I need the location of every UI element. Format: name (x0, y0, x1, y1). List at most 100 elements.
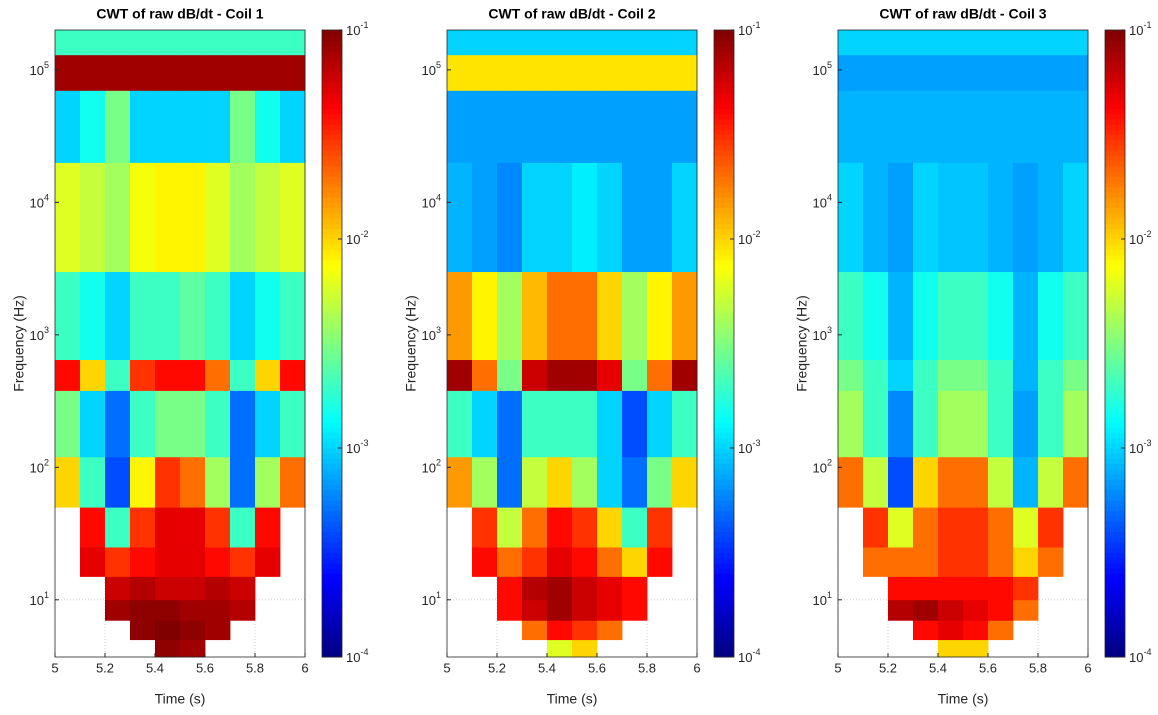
heatmap-cell (130, 599, 156, 621)
heatmap-cell (105, 507, 131, 548)
colorbar-strip (1105, 239, 1125, 245)
colorbar-strip (714, 338, 734, 344)
colorbar-strip (1105, 526, 1125, 533)
heatmap-cell (863, 90, 889, 163)
colorbar-strip (1105, 609, 1125, 616)
colorbar-strip (322, 306, 342, 313)
colorbar-strip (714, 97, 734, 104)
colorbar-strip (322, 385, 342, 392)
heatmap-cell (938, 456, 964, 508)
heatmap-cell (522, 271, 548, 361)
colorbar-strip (1105, 71, 1125, 78)
heatmap-cell (155, 54, 181, 91)
heatmap-cell (105, 271, 131, 361)
colorbar-strip (322, 150, 342, 156)
colorbar-strip (714, 369, 734, 376)
colorbar-tick-label-exponent: -3 (752, 438, 760, 448)
heatmap-cell (497, 30, 523, 56)
heatmap-cell (913, 359, 939, 391)
colorbar-strip (1105, 453, 1125, 459)
colorbar-strip (714, 50, 734, 57)
colorbar-strip (1105, 442, 1125, 449)
heatmap-cell (597, 576, 623, 601)
heatmap-cell (447, 390, 473, 458)
colorbar-strip (714, 416, 734, 423)
heatmap-cell (497, 507, 523, 548)
colorbar-strip (322, 61, 342, 68)
heatmap-cell (938, 359, 964, 391)
colorbar-strip (322, 296, 342, 303)
colorbar-strip (714, 442, 734, 449)
heatmap-cell (497, 547, 523, 577)
heatmap-cell (547, 547, 573, 577)
colorbar-strip (322, 630, 342, 637)
heatmap-cell (622, 390, 648, 458)
heatmap-cell (130, 620, 156, 641)
x-tick-label: 5.6 (196, 660, 214, 675)
y-tick-label-base: 10 (813, 461, 827, 476)
colorbar-strip (714, 343, 734, 350)
heatmap-cell (1063, 456, 1089, 508)
colorbar-strip (1105, 275, 1125, 282)
heatmap-cell (963, 54, 989, 91)
colorbar-strip (322, 500, 342, 506)
heatmap-cell (597, 620, 623, 641)
heatmap-cell (572, 390, 598, 458)
colorbar-strip (714, 609, 734, 616)
colorbar-strip (1105, 500, 1125, 506)
colorbar-strip (322, 327, 342, 334)
colorbar-strip (322, 144, 342, 151)
heatmap-cell (155, 547, 181, 577)
heatmap-cell (672, 90, 698, 163)
heatmap-cell (838, 359, 864, 391)
y-tick-label-exponent: 1 (827, 590, 832, 600)
x-tick-label: 5 (51, 660, 58, 675)
y-tick-label: 105 (30, 60, 49, 78)
heatmap-cell (105, 390, 131, 458)
colorbar-strip (714, 411, 734, 418)
heatmap-cell (963, 359, 989, 391)
colorbar-strip (322, 233, 342, 240)
x-tick-label: 5.4 (538, 660, 556, 675)
colorbar-strip (322, 301, 342, 308)
colorbar-strip (322, 448, 342, 454)
heatmap-cell (130, 547, 156, 577)
heatmap-cell (55, 271, 81, 361)
colorbar-strip (714, 589, 734, 595)
colorbar-strip (322, 118, 342, 125)
y-tick-label-base: 10 (30, 196, 44, 211)
heatmap-cell (497, 599, 523, 621)
heatmap-cell (280, 30, 306, 56)
heatmap-cell (1038, 547, 1064, 577)
heatmap-cell (205, 620, 231, 641)
heatmap-cell (1013, 390, 1039, 458)
colorbar-strip (322, 186, 342, 193)
heatmap-cell (938, 620, 964, 641)
heatmap-cell (647, 547, 673, 577)
colorbar-strip (322, 442, 342, 449)
colorbar-tick-label-exponent: -4 (360, 647, 368, 657)
heatmap-cell (1038, 271, 1064, 361)
heatmap-cell (105, 90, 131, 163)
y-tick-label-base: 10 (813, 593, 827, 608)
heatmap-cell (230, 599, 256, 621)
colorbar-strip (322, 474, 342, 480)
heatmap-cell (522, 599, 548, 621)
y-tick-label-base: 10 (422, 461, 436, 476)
y-tick-label: 101 (30, 590, 49, 608)
heatmap-cell (938, 390, 964, 458)
heatmap-cell (622, 359, 648, 391)
colorbar-strip (322, 30, 342, 36)
colorbar-strip (1105, 333, 1125, 339)
heatmap-cell (913, 576, 939, 601)
colorbar-strip (1105, 515, 1125, 522)
heatmap-cell (105, 162, 131, 273)
x-tick-label: 5.2 (96, 660, 114, 675)
heatmap-cell (230, 90, 256, 163)
heatmap-cell (180, 390, 206, 458)
colorbar-strip (714, 228, 734, 235)
colorbar-strip (322, 312, 342, 318)
colorbar-strip (1105, 573, 1125, 580)
heatmap-cell (1063, 359, 1089, 391)
